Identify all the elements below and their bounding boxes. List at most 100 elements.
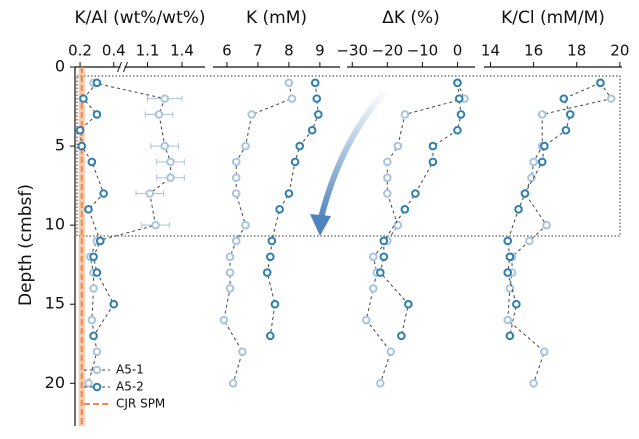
data-point <box>505 284 515 293</box>
data-point <box>151 220 160 230</box>
x-tick-label: 1.4 <box>170 42 194 60</box>
data-point <box>393 220 403 230</box>
x-tick-label: 0 <box>453 42 463 60</box>
series-line <box>87 82 171 384</box>
data-point <box>284 78 294 88</box>
data-point <box>89 284 98 293</box>
data-point <box>537 110 547 119</box>
data-point <box>505 331 515 341</box>
data-point <box>225 284 235 293</box>
data-point <box>400 110 410 119</box>
reference-band <box>78 67 85 426</box>
data-point <box>428 141 438 151</box>
data-point <box>160 94 170 103</box>
data-point <box>225 268 235 277</box>
x-tick-label: 20 <box>610 42 629 60</box>
legend-label: CJR SPM <box>116 397 165 411</box>
legend-marker <box>92 382 102 392</box>
x-tick-label: 0.4 <box>102 42 126 60</box>
data-point <box>456 110 466 119</box>
arrow-head <box>310 214 331 236</box>
data-point <box>77 141 87 151</box>
data-point <box>312 94 322 103</box>
data-point <box>512 299 521 309</box>
data-point <box>160 141 170 151</box>
series-line <box>365 82 466 384</box>
x-tick-label: 18 <box>567 42 586 60</box>
data-point <box>379 236 389 246</box>
x-axis-label: K/Cl (mM/M) <box>501 8 605 28</box>
data-point <box>219 315 229 325</box>
y-tick-label: 15 <box>45 294 65 313</box>
data-point <box>79 94 88 103</box>
data-point <box>154 110 164 119</box>
data-point <box>307 125 317 135</box>
data-point <box>228 378 238 388</box>
data-point <box>166 173 175 183</box>
plot-area: 0 5 10 15 20 Depth (cmbsf) 0.2 0.4 1.1 1.4 K/Al (w… <box>16 8 629 426</box>
data-point <box>542 220 551 230</box>
data-point <box>87 157 97 167</box>
data-point <box>540 347 549 356</box>
x-tick-label: −30 <box>336 42 368 60</box>
highlight-box <box>76 75 621 237</box>
data-point <box>241 141 250 151</box>
data-point <box>514 205 523 214</box>
data-point <box>87 315 97 325</box>
data-point <box>540 141 549 151</box>
data-point <box>231 157 241 167</box>
data-point <box>520 189 530 198</box>
x-tick-label: −10 <box>407 42 439 60</box>
data-point <box>266 252 275 262</box>
data-point <box>503 236 513 246</box>
x-tick-label: 16 <box>524 42 543 60</box>
data-point <box>376 268 385 277</box>
data-point <box>376 378 385 388</box>
data-point <box>397 331 406 341</box>
data-point <box>404 299 413 309</box>
data-point <box>524 236 534 246</box>
data-point <box>505 252 515 262</box>
data-point <box>453 78 462 88</box>
data-point <box>241 220 250 230</box>
data-point <box>369 284 378 293</box>
data-point <box>287 94 297 103</box>
data-point <box>290 157 300 167</box>
data-point <box>225 252 235 262</box>
y-tick-label: 10 <box>45 215 65 234</box>
data-point <box>453 125 462 135</box>
data-point <box>267 236 277 246</box>
data-point <box>109 299 119 309</box>
data-point <box>166 157 175 167</box>
series-line <box>507 82 613 384</box>
axis-break <box>123 61 128 73</box>
data-point <box>537 157 547 167</box>
data-point <box>383 157 392 167</box>
data-point <box>92 347 102 356</box>
x-tick-label: 0.2 <box>68 42 92 60</box>
axis-break <box>117 61 122 73</box>
series-line <box>266 82 319 336</box>
data-point <box>383 173 392 183</box>
data-point <box>314 110 323 119</box>
data-point <box>386 347 396 356</box>
data-point <box>379 252 389 262</box>
data-point <box>92 78 102 88</box>
data-point <box>529 157 538 167</box>
series-line <box>223 82 293 384</box>
legend-label: A5-1 <box>116 363 144 377</box>
data-point <box>503 315 513 325</box>
y-tick-label: 5 <box>55 136 65 155</box>
data-point <box>383 189 392 198</box>
data-point <box>393 141 403 151</box>
data-point <box>247 110 257 119</box>
x-axis-label: K/Al (wt%/wt%) <box>74 8 205 28</box>
data-point <box>145 189 155 198</box>
data-point <box>369 252 378 262</box>
data-point <box>411 189 420 198</box>
data-point <box>565 110 575 119</box>
x-tick-label: 9 <box>315 42 325 60</box>
x-tick-label: 1.1 <box>136 42 160 60</box>
y-axis-label: Depth (cmbsf) <box>16 184 36 306</box>
